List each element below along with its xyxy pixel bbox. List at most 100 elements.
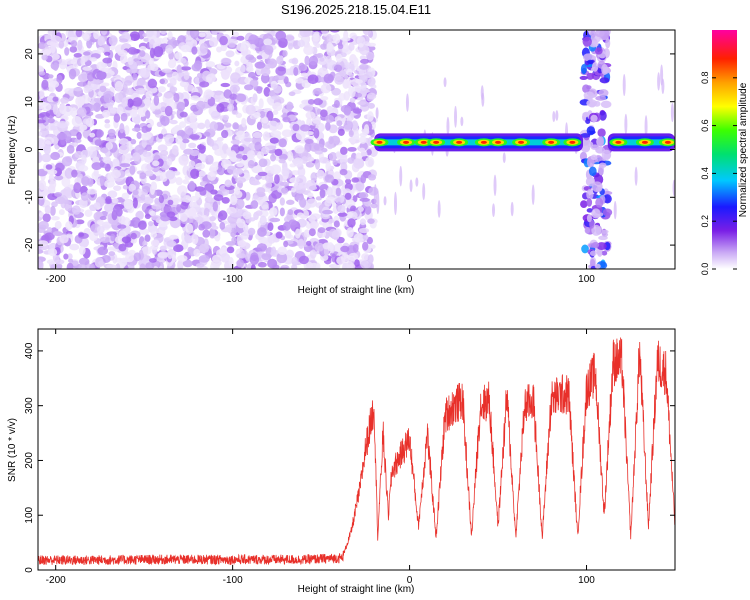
spectrogram-cell (38, 119, 46, 124)
spectrogram-cell (189, 115, 196, 124)
spectrogram-cell (347, 218, 356, 228)
spectrogram-cell (590, 30, 596, 39)
spectrogram-cell (176, 64, 182, 75)
spectrogram-cell (167, 59, 177, 69)
spectrogram-cell (112, 158, 120, 167)
spectrogram-peak (376, 140, 383, 144)
spectrogram-cell (354, 259, 360, 267)
spectrogram-cell (597, 250, 603, 257)
spectrogram-cell (214, 148, 224, 156)
spectrogram-cell (113, 185, 122, 191)
spectrogram-cell (107, 128, 116, 137)
spectrogram-cell (256, 151, 265, 160)
spectrogram-cell (363, 200, 372, 207)
spectrogram-cell (224, 224, 232, 233)
spectrogram-cell (52, 62, 59, 71)
spectrogram-cell (52, 96, 59, 102)
spectrogram-cell (93, 30, 100, 40)
spectrogram-cell (56, 120, 68, 129)
spectrogram-cell (70, 107, 78, 118)
spectrogram-cell (326, 186, 333, 197)
spectrogram-cell (585, 119, 591, 124)
spectrogram-cell (202, 229, 210, 238)
spectrogram-cell (184, 125, 193, 135)
spectrogram-cell (323, 73, 334, 84)
spectrogram-cell (211, 225, 219, 230)
spectrogram-cell (602, 190, 613, 196)
spectrogram-cell (125, 253, 135, 263)
spectrogram-cell (589, 250, 597, 256)
spectrogram-cell (287, 42, 294, 50)
spectrogram-cell (276, 122, 284, 130)
spectrogram-cell (191, 233, 199, 245)
spectrogram-cell (281, 187, 289, 194)
spectrogram-cell (219, 35, 228, 46)
spectrogram-cell (405, 93, 409, 112)
spectrogram-cell (250, 200, 259, 209)
spectrogram-cell (375, 107, 379, 120)
spectrogram-cell (102, 57, 113, 64)
spectrogram-cell (50, 125, 57, 131)
spectrogram-cell (335, 152, 342, 158)
spectrogram-cell (362, 30, 372, 36)
spectrogram-peak (433, 140, 440, 144)
spectrogram-cell (120, 257, 128, 267)
spectrogram-cell (89, 57, 98, 62)
spectrogram-cell (590, 154, 598, 161)
spectrogram-cell (235, 186, 241, 195)
spectrogram-cell (256, 86, 263, 94)
spectrogram-cell (295, 77, 304, 84)
spectrogram-cell (175, 135, 183, 145)
spectrogram-cell (187, 246, 194, 253)
spectrogram-cell (157, 222, 168, 228)
spectrogram-cell (502, 152, 506, 164)
spectrogram-cell (48, 174, 55, 182)
spectrogram-cell (231, 110, 239, 115)
spectrogram-cell (78, 264, 88, 269)
spectrogram-cell (191, 46, 198, 55)
spectrogram-cell (308, 55, 319, 66)
spectrogram-cell (227, 103, 235, 112)
spectrogram-cell (291, 170, 300, 176)
spectrogram-cell (595, 95, 607, 101)
spectrogram-cell (198, 243, 210, 253)
spectrogram-cell (336, 256, 346, 265)
spectrogram-cell (255, 210, 263, 216)
spectrogram-cell (275, 66, 287, 76)
spectrogram-cell (224, 179, 232, 188)
spectrogram-cell (140, 67, 151, 78)
spectrogram-peak (495, 140, 502, 144)
spectrogram-cell (216, 137, 224, 142)
spectrogram-cell (256, 55, 263, 60)
spectrogram-cell (351, 120, 359, 131)
spectrogram-cell (339, 168, 348, 176)
spectrogram-cell (195, 263, 205, 268)
spectrogram-cell (236, 130, 246, 138)
spectrogram-cell (52, 104, 59, 115)
spectrogram-cell (336, 120, 343, 127)
spectrogram-cell (81, 154, 87, 165)
spectrogram-cell (304, 131, 315, 136)
spectrogram-cell (383, 196, 387, 206)
spectrogram-cell (265, 181, 273, 189)
spectrogram-cell (231, 31, 240, 37)
spectrogram-cell (586, 198, 593, 207)
spectrogram-cell (174, 51, 183, 60)
spectrogram-cell (586, 99, 598, 107)
spectrogram-cell (230, 139, 242, 145)
spectrogram-cell (581, 244, 589, 254)
spectrogram-cell (50, 151, 61, 161)
spectrogram-cell (139, 46, 147, 51)
spectrogram-cell (333, 171, 341, 181)
spectrogram-cell (61, 156, 73, 167)
spectrogram-cell (99, 175, 105, 187)
spectrogram-cell (287, 209, 294, 216)
spectrogram-cell (132, 152, 141, 162)
spectrogram-cell (176, 204, 182, 213)
spectrogram-cell (317, 227, 326, 234)
spectrogram-cell (325, 160, 332, 172)
spectrogram-cell (347, 146, 357, 152)
spectrogram-cell (64, 47, 70, 56)
spectrogram-cell (215, 30, 227, 33)
spectrogram-cell (149, 47, 156, 59)
